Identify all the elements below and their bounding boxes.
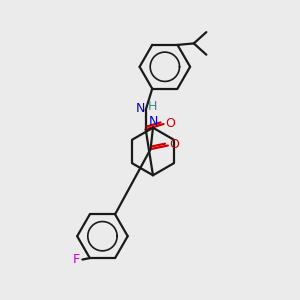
Text: N: N — [136, 102, 145, 116]
Text: O: O — [169, 138, 179, 152]
Text: O: O — [165, 117, 175, 130]
Text: H: H — [148, 100, 157, 113]
Text: N: N — [148, 115, 158, 128]
Text: F: F — [72, 253, 80, 266]
